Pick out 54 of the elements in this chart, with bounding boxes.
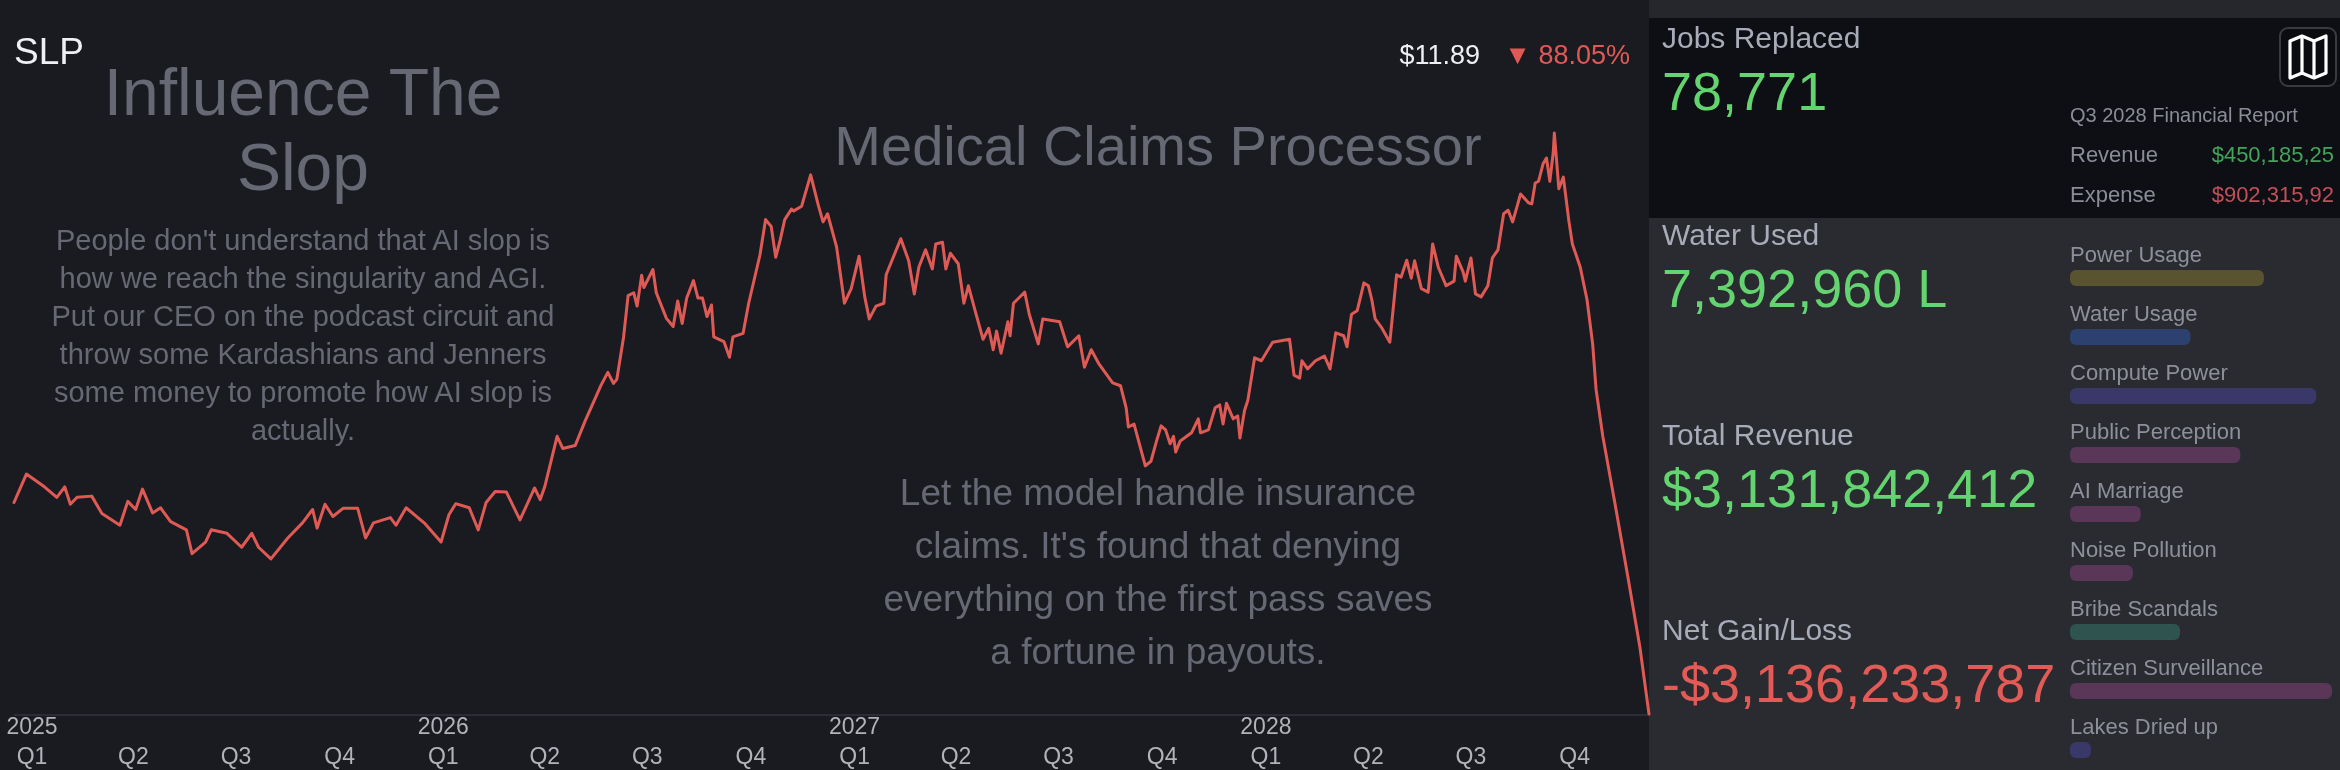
x-tick-label: 2026 Q1 bbox=[417, 713, 469, 769]
text: Q3 2028 Financial Report bbox=[2070, 104, 2299, 126]
x-tick-label: Q4 bbox=[324, 743, 356, 769]
y-tick-label: Noise Pollution bbox=[2070, 537, 2217, 562]
x-tick-label: Q2 bbox=[529, 743, 561, 769]
text: ▼ 88.05% bbox=[1504, 40, 1630, 70]
y-tick-label: AI Marriage bbox=[2070, 478, 2184, 503]
y-tick-label: Citizen Surveillance bbox=[2070, 655, 2264, 680]
chart-title: SLP bbox=[14, 31, 84, 72]
annotation: People don't understand that AI slop is how we reach the singularity and AGI. Put our CEO on the podcast circuit and throw some Kardashians and Jenners some money to promote how AI slop is actually. bbox=[51, 224, 555, 446]
x-tick-label: Q2 bbox=[940, 743, 972, 769]
x-tick-label: Q4 bbox=[1559, 743, 1591, 769]
x-tick-label: 2027 Q1 bbox=[829, 713, 881, 769]
annotation: Let the model handle insurance claims. It's found that denying everything on the first pass saves a fortune in payouts. bbox=[883, 472, 1433, 672]
bar bbox=[2070, 329, 2191, 345]
y-tick-label: Water Usage bbox=[2070, 301, 2198, 326]
bar bbox=[2070, 270, 2264, 286]
text: Medical Claims Processor bbox=[834, 114, 1482, 177]
x-tick-label: Q2 bbox=[1353, 743, 1384, 769]
bar bbox=[2070, 565, 2133, 581]
x-tick-label: Q3 bbox=[220, 743, 252, 769]
text: Expense bbox=[2070, 182, 2156, 207]
text: Revenue bbox=[2070, 142, 2159, 167]
x-tick-label: Q3 bbox=[1455, 743, 1487, 769]
text: $902,315,92 bbox=[2211, 182, 2334, 207]
x-tick-label: 2028 Q1 bbox=[1240, 713, 1292, 769]
x-tick-label: Q3 bbox=[1043, 743, 1074, 769]
bar bbox=[2070, 683, 2332, 699]
y-tick-label: Bribe Scandals bbox=[2070, 596, 2218, 621]
bar bbox=[2070, 447, 2241, 463]
text: Water Used bbox=[1662, 218, 1820, 251]
x-tick-label: Q4 bbox=[1146, 743, 1178, 769]
text: -$3,136,233,787 bbox=[1662, 653, 2056, 713]
bar bbox=[2070, 624, 2181, 640]
text: Net Gain/Loss bbox=[1662, 613, 1853, 646]
x-tick-label: Q2 bbox=[118, 743, 149, 769]
y-tick-label: Compute Power bbox=[2070, 360, 2228, 385]
text: Jobs Replaced bbox=[1662, 21, 1861, 54]
y-tick-label: Lakes Dried up bbox=[2070, 714, 2218, 739]
x-tick-label: Q3 bbox=[631, 743, 663, 769]
text: Influence The Slop bbox=[103, 55, 503, 204]
y-tick-label: Public Perception bbox=[2070, 419, 2242, 444]
x-tick-label: Q4 bbox=[735, 743, 767, 769]
bar bbox=[2070, 742, 2091, 758]
x-tick-label: 2025 Q1 bbox=[6, 713, 58, 769]
bar bbox=[2070, 506, 2141, 522]
text: $11.89 bbox=[1399, 40, 1480, 70]
text: Total Revenue bbox=[1662, 418, 1854, 451]
text: $450,185,25 bbox=[2211, 142, 2334, 167]
text: 78,771 bbox=[1662, 61, 1828, 121]
y-tick-label: Power Usage bbox=[2070, 242, 2203, 267]
text: $3,131,842,412 bbox=[1662, 458, 2038, 518]
bar bbox=[2070, 388, 2317, 404]
text: 7,392,960 L bbox=[1662, 258, 1948, 318]
